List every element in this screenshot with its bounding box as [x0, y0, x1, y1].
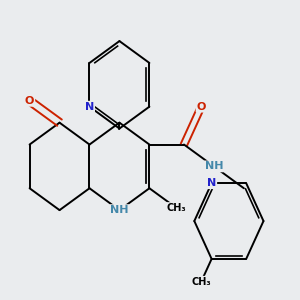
Text: N: N — [85, 102, 94, 112]
Text: O: O — [25, 96, 34, 106]
Text: N: N — [207, 178, 216, 188]
Text: NH: NH — [205, 161, 223, 171]
Text: NH: NH — [110, 205, 129, 215]
Text: CH₃: CH₃ — [191, 277, 211, 286]
Text: O: O — [196, 102, 206, 112]
Text: CH₃: CH₃ — [167, 203, 186, 213]
